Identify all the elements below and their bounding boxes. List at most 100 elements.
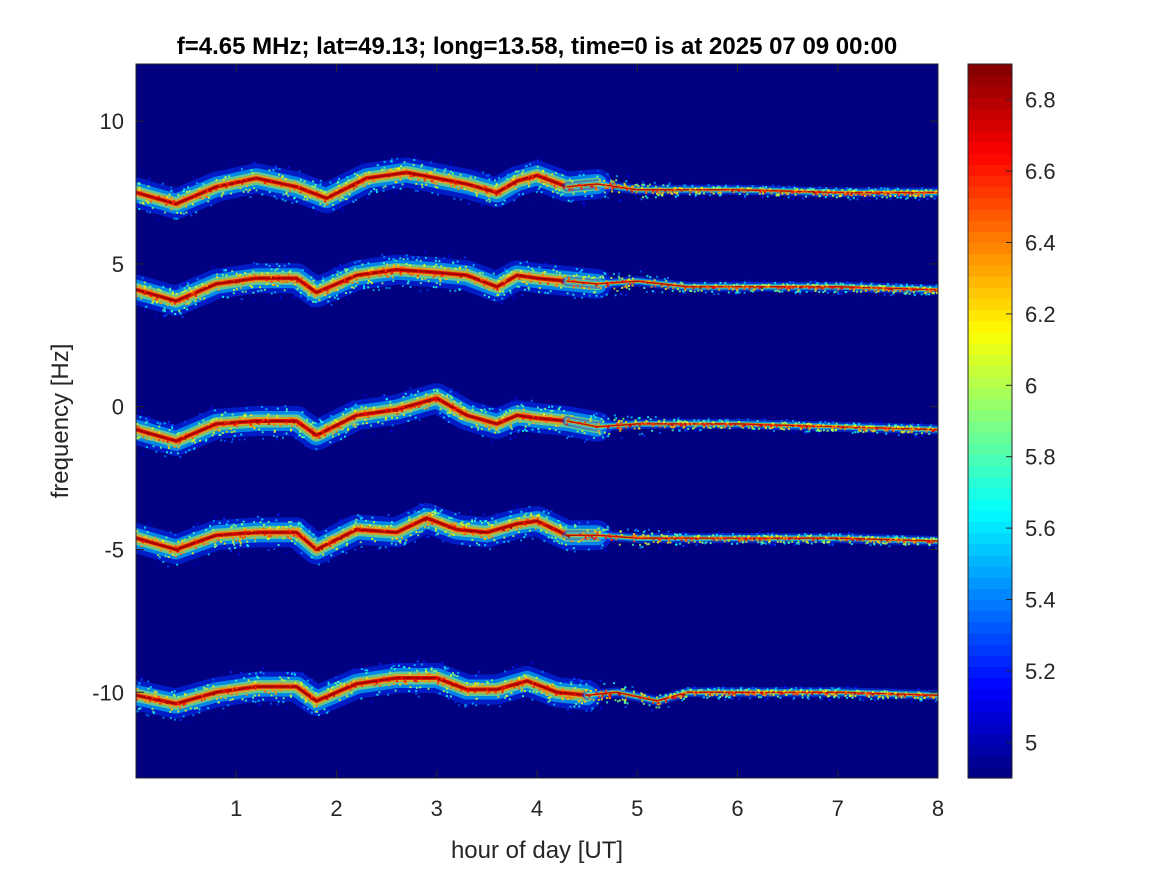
colorbar-swatch — [968, 365, 1012, 377]
colorbar-swatch — [968, 119, 1012, 132]
colorbar-swatch — [968, 655, 1012, 668]
colorbar-swatch — [968, 130, 1012, 143]
colorbar-swatch — [968, 744, 1012, 757]
colorbar-swatch — [968, 699, 1012, 712]
colorbar-swatch — [968, 409, 1012, 422]
colorbar-swatch — [968, 142, 1012, 154]
colorbar-tick-label: 5.8 — [1025, 445, 1056, 470]
x-tick-label: 6 — [731, 796, 743, 821]
colorbar-swatch — [968, 197, 1012, 210]
colorbar-swatch — [968, 554, 1012, 567]
colorbar-swatch — [968, 432, 1012, 444]
doppler-trace-5 — [136, 656, 938, 723]
x-tick-label: 1 — [230, 796, 242, 821]
colorbar-swatch — [968, 755, 1012, 768]
colorbar-swatch — [968, 209, 1012, 221]
colorbar-swatch — [968, 398, 1012, 411]
colorbar-swatch — [968, 320, 1012, 333]
colorbar-swatch — [968, 443, 1012, 456]
colorbar-swatch — [968, 711, 1012, 723]
y-tick-label: 0 — [112, 395, 124, 420]
colorbar-tick-label: 6 — [1025, 373, 1037, 398]
colorbar-swatch — [968, 331, 1012, 344]
colorbar-swatch — [968, 287, 1012, 299]
colorbar-swatch — [968, 75, 1012, 87]
colorbar-swatch — [968, 253, 1012, 266]
colorbar-swatch — [968, 264, 1012, 277]
colorbar-swatch — [968, 186, 1012, 199]
colorbar-swatch — [968, 354, 1012, 366]
colorbar-swatch — [968, 342, 1012, 355]
colorbar-swatch — [968, 153, 1012, 166]
colorbar-swatch — [968, 231, 1012, 244]
colorbar-swatch — [968, 766, 1012, 779]
x-tick-label: 3 — [431, 796, 443, 821]
x-axis-label: hour of day [UT] — [451, 837, 623, 864]
y-tick-label: -5 — [104, 538, 124, 563]
colorbar-tick-label: 6.8 — [1025, 88, 1056, 113]
colorbar-swatch — [968, 487, 1012, 500]
colorbar-swatch — [968, 722, 1012, 734]
colorbar-swatch — [968, 677, 1012, 690]
colorbar-swatch — [968, 733, 1012, 746]
colorbar-swatch — [968, 275, 1012, 288]
colorbar-swatch — [968, 465, 1012, 478]
colorbar-swatch — [968, 164, 1012, 177]
doppler-trace-4 — [136, 503, 938, 568]
colorbar-swatch — [968, 64, 1012, 76]
plot-area — [136, 64, 938, 778]
x-tick-label: 5 — [631, 796, 643, 821]
colorbar-swatch — [968, 588, 1012, 601]
colorbar-swatch — [968, 610, 1012, 623]
colorbar-tick-label: 6.4 — [1025, 231, 1056, 256]
colorbar-swatch — [968, 220, 1012, 232]
colorbar-swatch — [968, 543, 1012, 556]
colorbar-tick-label: 5.6 — [1025, 516, 1056, 541]
colorbar-swatch — [968, 298, 1012, 311]
colorbar-swatch — [968, 97, 1012, 110]
colorbar-swatch — [968, 421, 1012, 433]
colorbar-swatch — [968, 108, 1012, 121]
colorbar-tick-label: 5.2 — [1025, 659, 1056, 684]
colorbar-swatch — [968, 599, 1012, 612]
colorbar-swatch — [968, 566, 1012, 578]
colorbar-swatch — [968, 454, 1012, 467]
colorbar-swatch — [968, 175, 1012, 188]
colorbar-swatch — [968, 476, 1012, 489]
y-tick-label: 5 — [112, 252, 124, 277]
colorbar-tick-label: 6.2 — [1025, 302, 1056, 327]
colorbar-swatch — [968, 309, 1012, 322]
colorbar-swatch — [968, 666, 1012, 679]
x-tick-label: 7 — [832, 796, 844, 821]
y-axis-label: frequency [Hz] — [47, 344, 74, 499]
x-tick-label: 2 — [330, 796, 342, 821]
colorbar-tick-label: 5.4 — [1025, 588, 1056, 613]
colorbar-swatch — [968, 510, 1012, 523]
colorbar-swatch — [968, 532, 1012, 545]
colorbar-swatch — [968, 376, 1012, 389]
colorbar-swatch — [968, 521, 1012, 534]
colorbar-tick-label: 5 — [1025, 730, 1037, 755]
axis-ticks: 1 2 3 4 5 6 7 8 -10 -5 0 5 10 — [92, 64, 944, 821]
doppler-trace-3 — [136, 383, 938, 459]
x-tick-label: 4 — [531, 796, 543, 821]
colorbar-swatch — [968, 242, 1012, 255]
colorbar-frame — [967, 63, 1013, 779]
colorbar-tick-label: 6.6 — [1025, 159, 1056, 184]
colorbar-swatch — [968, 577, 1012, 589]
doppler-trace-1 — [136, 153, 938, 221]
chart-title: f=4.65 MHz; lat=49.13; long=13.58, time=… — [177, 33, 897, 60]
y-tick-label: 10 — [100, 109, 124, 134]
doppler-trace-2 — [136, 250, 938, 319]
colorbar-swatch — [968, 644, 1012, 656]
colorbar-swatch — [968, 86, 1012, 99]
colorbar-swatch — [968, 632, 1012, 645]
colorbar: 5 5.2 5.4 5.6 5.8 6 6.2 6.4 6.6 6.8 — [967, 63, 1056, 779]
colorbar-swatch — [968, 499, 1012, 511]
x-tick-label: 8 — [932, 796, 944, 821]
colorbar-swatch — [968, 621, 1012, 634]
colorbar-swatch — [968, 387, 1012, 400]
colorbar-swatch — [968, 688, 1012, 701]
y-tick-label: -10 — [92, 680, 124, 705]
